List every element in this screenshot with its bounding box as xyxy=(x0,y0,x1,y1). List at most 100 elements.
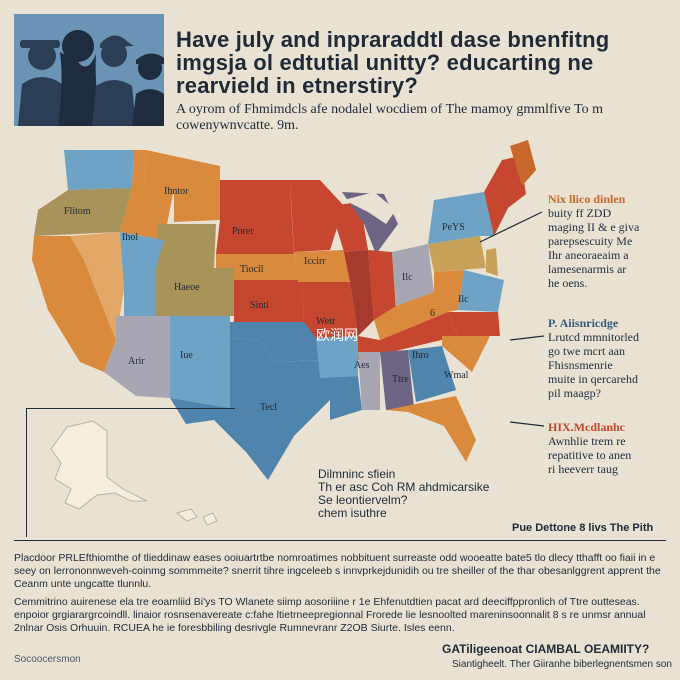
map-region-ne xyxy=(216,254,298,280)
map-region-mt xyxy=(144,150,220,222)
callout-right-3: HIX.Mcdlanhc Awnhlie trem re repatitive … xyxy=(548,420,676,476)
map-caption-right: Pue Dettone 8 livs The Pith xyxy=(512,522,654,534)
map-region-sd xyxy=(216,220,294,254)
map-label-8: Arir xyxy=(128,356,145,367)
alaska-inset xyxy=(26,408,235,537)
map-region-me xyxy=(510,140,536,186)
map-region-al xyxy=(380,350,414,410)
map-label-0: Flitom xyxy=(64,206,91,217)
callout-right-1-line: parepsescuity Me xyxy=(548,234,633,248)
map-region-tn xyxy=(358,312,458,360)
callout-right-1-line: lamesenarmis ar xyxy=(548,262,627,276)
map-region-oh xyxy=(392,244,434,306)
callout-right-2: P. Aiisnricdge Lrutcd mmnitorled go twe … xyxy=(548,316,676,400)
callout-right-1: Nix llico dinlen buity ff ZDD maging II … xyxy=(548,192,676,290)
footer-source: Socoocersmon xyxy=(14,654,81,665)
callout-right-1-line: Ihr aneoraeaim a xyxy=(548,248,629,262)
footer-divider xyxy=(14,540,666,541)
callout-right-3-heading: HIX.Mcdlanhc xyxy=(548,420,626,434)
callout-right-2-heading: P. Aiisnricdge xyxy=(548,316,619,330)
map-region-sc xyxy=(442,336,490,372)
map-region-in xyxy=(368,250,396,320)
map-label-14: Ilc xyxy=(458,294,469,305)
map-region-va xyxy=(458,270,504,312)
map-annotation-box: Dilmninc sfiein Th er asc Coh RM ahdmica… xyxy=(318,468,518,520)
page-subtitle: A oyrom of Fhmimdcls afe nodalel wocdiem… xyxy=(176,102,603,133)
callout-right-3-line: ri heeverr taug xyxy=(548,462,618,476)
callout-right-1-line: he oens. xyxy=(548,276,588,290)
map-label-7: Sinti xyxy=(250,300,269,311)
map-label-13: PeYS xyxy=(442,222,465,233)
map-label-6: Iccirr xyxy=(304,256,326,267)
map-region-co xyxy=(156,268,234,316)
map-region-nv xyxy=(70,232,124,340)
map-label-17: Ihro xyxy=(412,350,429,361)
map-annotation-line: Se leontiervelm? xyxy=(318,493,408,507)
alaska-shape xyxy=(50,420,148,510)
map-label-3: Pnrer xyxy=(232,226,254,237)
callout-right-3-line: repatitive to anen xyxy=(548,448,632,462)
map-label-4: Haeoe xyxy=(174,282,200,293)
map-region-nd xyxy=(220,180,292,220)
map-region-nm xyxy=(170,316,230,408)
map-annotation-line: Dilmninc sfiein xyxy=(318,467,396,481)
map-label-15: Wetr xyxy=(316,316,336,327)
map-region-tx xyxy=(170,338,330,480)
map-label-5: Tiocil xyxy=(240,264,264,275)
callout-leader-lines xyxy=(470,190,550,450)
callout-right-1-line: maging II & e giva xyxy=(548,220,640,234)
map-region-ne-states xyxy=(484,156,526,236)
map-region-mo xyxy=(298,282,358,338)
map-region-nc xyxy=(448,312,500,336)
footer-credit-sub: Siantigheelt. Ther Giiranhe biberlegnent… xyxy=(452,659,672,670)
map-region-ga xyxy=(408,346,456,402)
map-annotation-line: chem isuthre xyxy=(318,506,387,520)
map-label-1: Ihntor xyxy=(164,186,189,197)
map-region-ms xyxy=(358,352,380,410)
map-region-ny xyxy=(428,192,494,244)
map-region-ky xyxy=(374,292,448,340)
map-region-pa xyxy=(428,236,486,272)
map-region-wy xyxy=(156,224,216,268)
map-label-16: Ilc xyxy=(402,272,413,283)
map-region-wv xyxy=(434,270,464,312)
us-map: Flitom Ihntor Ihol Pnrer Haeoe Tiocil Ic… xyxy=(24,140,544,490)
map-region-id xyxy=(120,150,174,240)
great-lakes xyxy=(344,192,396,224)
map-region-ar xyxy=(316,336,358,378)
map-region-az xyxy=(104,316,170,398)
map-label-10: Tecl xyxy=(260,402,277,413)
page-title: Have july and inpraraddtl dase bnenfitng… xyxy=(176,27,610,98)
map-label-18: Wmal xyxy=(444,370,469,381)
callout-right-3-line: Awnhlie trem re xyxy=(548,434,626,448)
footer-credit-title: GATiligeenoat CIAMBAL OEAMIITY? xyxy=(442,642,650,656)
map-region-il xyxy=(344,250,374,336)
map-label-12: Ttre xyxy=(392,374,409,385)
map-region-mn xyxy=(290,180,344,252)
callout-right-2-line: Lrutcd mmnitorled xyxy=(548,330,639,344)
map-region-ks xyxy=(234,280,304,322)
map-region-wa xyxy=(64,150,134,190)
map-region-nj xyxy=(486,248,498,276)
footer-paragraph-1: Placdoor PRLEfthiomthe of tlieddinaw eas… xyxy=(14,552,661,590)
map-label-19: 6 xyxy=(430,308,435,319)
footer-paragraph-2: Cemmitrino auirenese ela tre eoamliid Bi… xyxy=(14,596,646,634)
map-region-ca xyxy=(32,236,116,372)
map-label-11: Aes xyxy=(354,360,370,371)
callout-right-1-line: buity ff ZDD xyxy=(548,206,612,220)
header-silhouettes-illustration xyxy=(14,14,164,126)
watermark-text: 欧润网 xyxy=(316,328,358,344)
callout-right-1-heading: Nix llico dinlen xyxy=(548,192,626,206)
map-annotation-line: Th er asc Coh RM ahdmicarsike xyxy=(318,480,490,494)
map-label-9: Iue xyxy=(180,350,193,361)
map-region-ut xyxy=(120,232,164,316)
callout-right-2-line: go twe mcrt aan xyxy=(548,344,625,358)
map-region-fl xyxy=(386,396,476,462)
map-region-or xyxy=(34,188,132,236)
map-region-ia xyxy=(294,250,350,282)
map-region-la xyxy=(320,376,362,420)
map-label-2: Ihol xyxy=(122,232,138,243)
map-region-ok xyxy=(230,322,320,362)
callout-right-2-line: muite in qercarehd xyxy=(548,372,638,386)
callout-right-2-line: Fhisnsmenrie xyxy=(548,358,613,372)
